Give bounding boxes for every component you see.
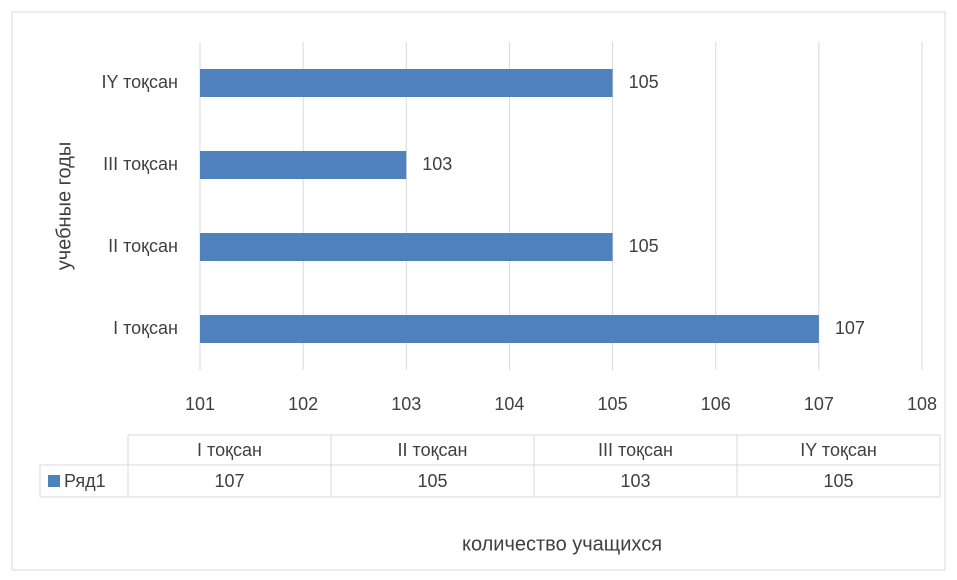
y-tick-label: IY тоқсан xyxy=(101,72,178,92)
x-tick-label: 101 xyxy=(185,394,215,414)
x-tick-label: 104 xyxy=(494,394,524,414)
y-tick-label: I тоқсан xyxy=(113,318,178,338)
x-tick-label: 108 xyxy=(907,394,937,414)
table-header: IY тоқсан xyxy=(800,440,877,460)
bar xyxy=(200,69,613,97)
data-label: 107 xyxy=(835,318,865,338)
chart-border xyxy=(11,11,946,571)
data-label: 105 xyxy=(629,72,659,92)
table-value: 103 xyxy=(620,471,650,491)
table-value: 105 xyxy=(823,471,853,491)
x-tick-label: 107 xyxy=(804,394,834,414)
table-header: I тоқсан xyxy=(197,440,262,460)
table-header: III тоқсан xyxy=(598,440,673,460)
x-tick-label: 106 xyxy=(701,394,731,414)
x-tick-label: 103 xyxy=(391,394,421,414)
bar xyxy=(200,233,613,261)
x-tick-label: 105 xyxy=(598,394,628,414)
table-value: 105 xyxy=(417,471,447,491)
data-label: 103 xyxy=(422,154,452,174)
table-value: 107 xyxy=(214,471,244,491)
y-axis-label: учебные годы xyxy=(53,142,75,270)
legend-label: Ряд1 xyxy=(64,471,106,491)
data-label: 105 xyxy=(629,236,659,256)
bar xyxy=(200,151,407,179)
bar xyxy=(200,315,819,343)
y-tick-label: III тоқсан xyxy=(103,154,178,174)
x-tick-label: 102 xyxy=(288,394,318,414)
table-header: II тоқсан xyxy=(398,440,468,460)
x-axis-label: количество учащихся xyxy=(462,533,662,555)
legend-swatch xyxy=(48,475,60,487)
y-tick-label: II тоқсан xyxy=(108,236,178,256)
